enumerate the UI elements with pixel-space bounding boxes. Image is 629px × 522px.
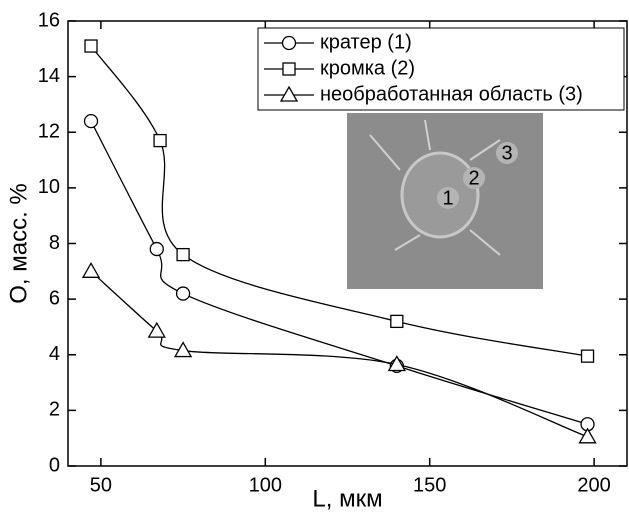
marker-triangle: [173, 341, 193, 358]
y-tick-label: 2: [49, 399, 60, 421]
marker-square: [153, 133, 167, 148]
marker-circle: [83, 113, 99, 129]
inset-label: 3: [501, 142, 512, 164]
legend-box: [257, 27, 625, 111]
inset-label-disc: [463, 167, 485, 189]
legend-label: кромка (2): [320, 57, 415, 79]
marker-square: [176, 247, 190, 262]
y-tick-label: 10: [38, 176, 60, 198]
marker-square: [282, 62, 296, 76]
marker-triangle: [81, 262, 101, 278]
y-tick-label: 6: [49, 287, 60, 309]
series-line: [90, 120, 588, 425]
marker-square: [580, 349, 595, 363]
marker-triangle: [578, 427, 597, 444]
x-tick-label: 100: [249, 474, 282, 496]
legend: кратер (1) кромка (2) необработанная облас…: [257, 27, 625, 111]
inset-label: 1: [442, 187, 453, 209]
marker-circle: [175, 286, 191, 301]
marker-square: [390, 314, 404, 329]
y-tick-label: 0: [49, 454, 60, 476]
legend-label: необработанная область (3): [320, 83, 583, 105]
marker-circle: [149, 241, 164, 257]
x-axis-label: L, мкм: [312, 485, 382, 512]
inset-cracks: [369, 119, 501, 256]
y-tick-label: 8: [49, 232, 60, 254]
inset-label: 2: [468, 167, 479, 189]
inset-label-disc: [437, 187, 459, 209]
marker-triangle: [387, 355, 406, 372]
y-tick-label: 4: [49, 343, 60, 365]
y-tick-label: 14: [38, 65, 60, 87]
x-tick-label: 50: [90, 474, 112, 496]
series-line: [90, 270, 588, 438]
y-tick-label: 12: [38, 121, 60, 143]
marker-triangle: [147, 321, 166, 338]
x-tick-label: 200: [577, 474, 610, 496]
marker-circle: [281, 35, 297, 51]
x-tick-label: 150: [413, 474, 446, 496]
marker-square: [84, 39, 98, 53]
inset-label-disc: [496, 142, 518, 164]
series-line: [90, 45, 588, 357]
y-axis-label: O, масс. %: [5, 183, 32, 304]
legend-label: кратер (1): [320, 31, 412, 53]
y-tick-label: 16: [38, 9, 60, 31]
marker-triangle: [279, 85, 299, 102]
